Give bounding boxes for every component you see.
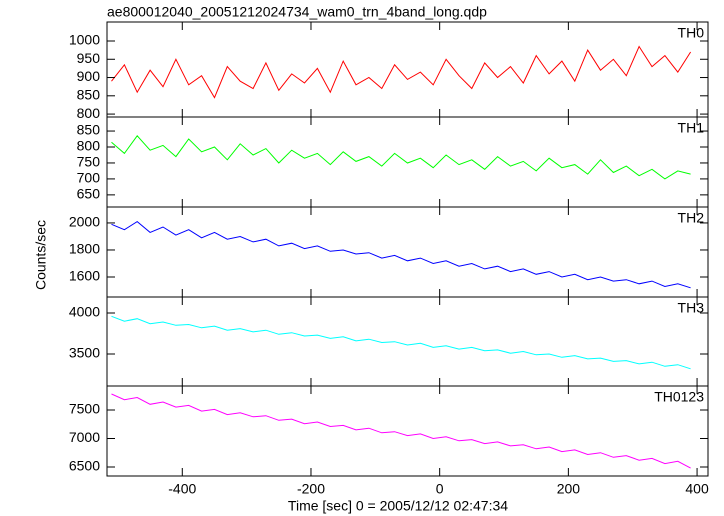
y-tick-label: 850 [77,87,101,103]
y-tick-label: 650 [77,186,101,202]
panel-label: TH0 [678,25,705,41]
panel-frame [106,385,709,477]
y-tick-label: 7000 [69,429,100,445]
series-line [111,135,691,180]
y-axis-label: Counts/sec [33,220,49,290]
panel-frame [106,116,709,208]
panel-frame [106,21,709,118]
y-tick-label: 800 [77,138,101,154]
y-tick-label: 1600 [69,268,100,284]
x-tick-label: -400 [168,481,196,497]
chart-title: ae800012040_20051212024734_wam0_trn_4ban… [107,4,487,20]
panel-frame [106,296,709,387]
y-tick-label: 700 [77,170,101,186]
y-tick-label: 950 [77,50,101,66]
x-tick-label: 200 [557,481,581,497]
series-line [111,220,691,289]
y-tick-label: 800 [77,105,101,121]
series-line [111,315,691,370]
y-tick-label: 7500 [69,401,100,417]
y-tick-label: 750 [77,154,101,170]
y-tick-label: 3500 [69,345,100,361]
y-tick-label: 6500 [69,458,100,474]
series-line [111,45,692,99]
y-tick-label: 850 [77,122,101,138]
panel-label: TH0123 [654,389,704,405]
panel-frame [106,206,709,298]
panel-label: TH1 [678,120,705,136]
y-tick-label: 1800 [69,241,100,257]
series-line [111,393,691,469]
x-tick-label: 0 [436,481,444,497]
x-tick-label: 400 [685,481,709,497]
y-tick-label: 4000 [69,304,100,320]
y-tick-label: 900 [77,68,101,84]
y-tick-label: 1000 [69,32,100,48]
x-tick-label: -200 [297,481,325,497]
x-axis-label: Time [sec] 0 = 2005/12/12 02:47:34 [288,498,508,514]
y-tick-label: 2000 [69,214,100,230]
